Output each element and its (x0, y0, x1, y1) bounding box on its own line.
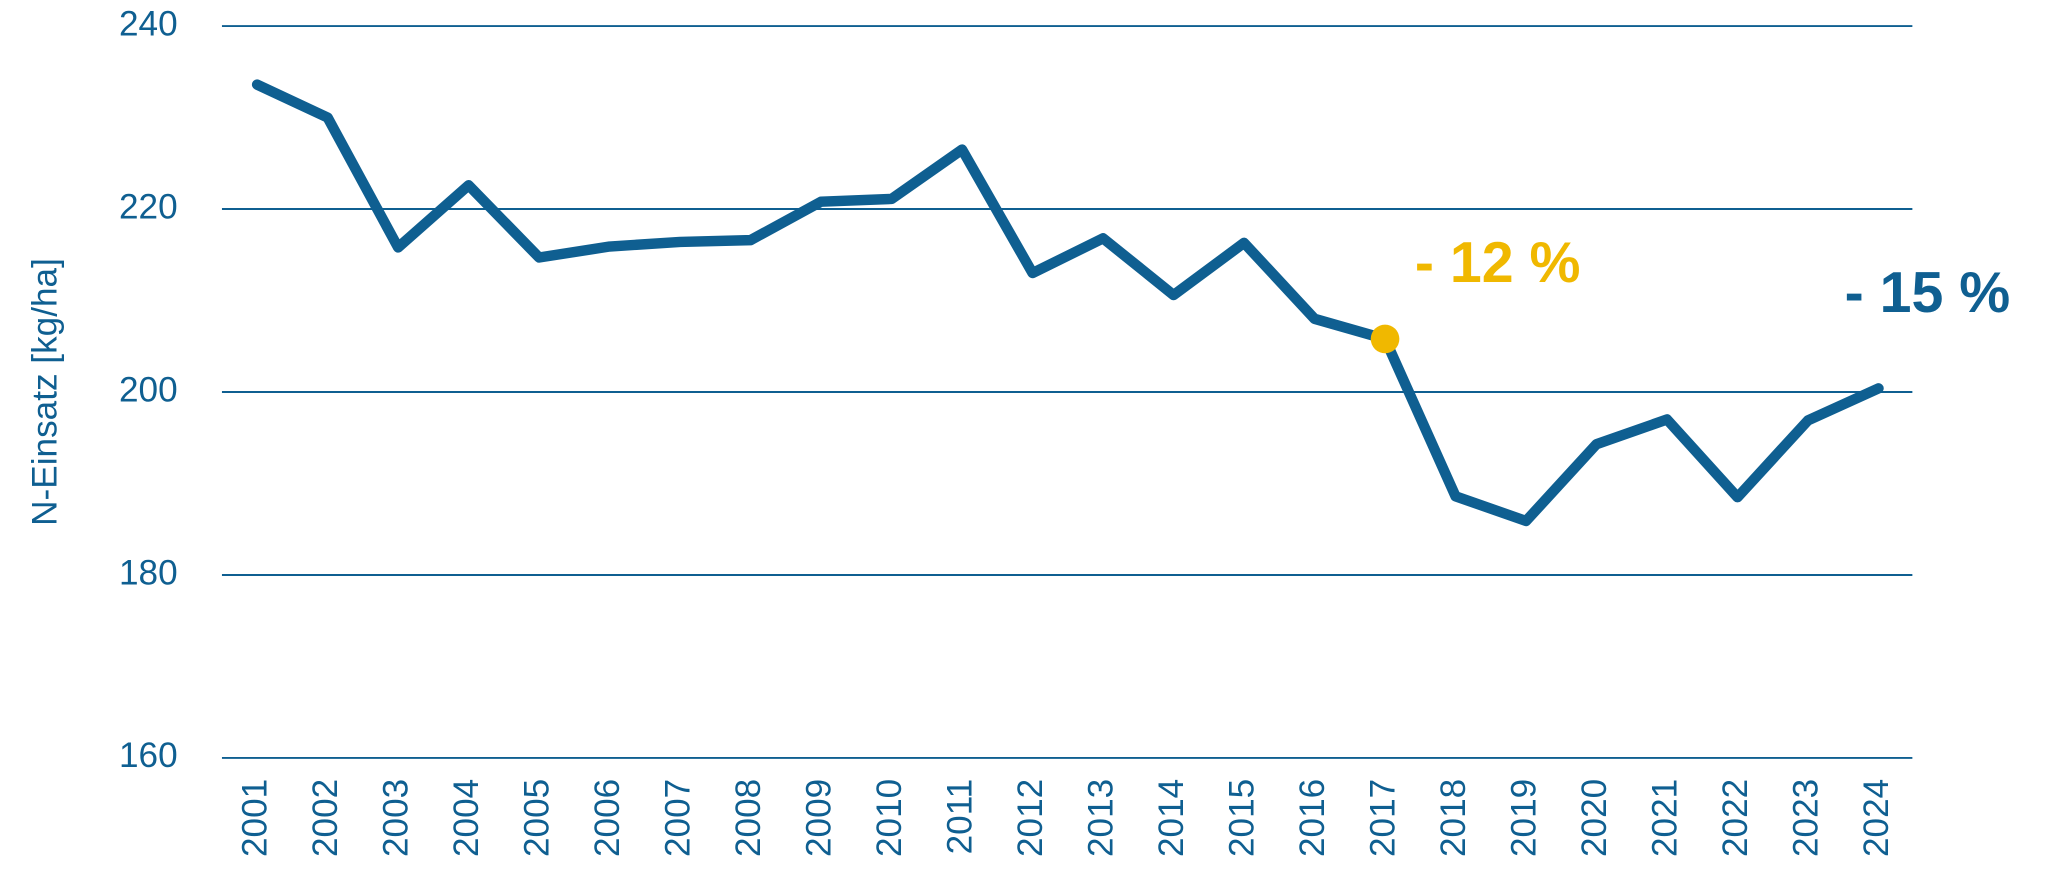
x-tick-label: 2007 (658, 779, 697, 857)
x-tick-label: 2005 (517, 779, 556, 857)
x-tick-label: 2015 (1222, 779, 1261, 857)
y-tick-label: 240 (119, 4, 178, 43)
x-tick-label: 2021 (1645, 779, 1684, 857)
x-tick-label: 2020 (1575, 779, 1614, 857)
data-line (251, 79, 1884, 527)
annotation: - 15 % (1845, 261, 2011, 325)
y-axis-label: N-Einsatz [kg/ha] (26, 258, 65, 526)
x-tick-label: 2003 (376, 779, 415, 857)
x-tick-label: 2019 (1504, 779, 1543, 857)
x-tick-label: 2002 (306, 779, 345, 857)
y-tick-label: 180 (119, 553, 178, 592)
x-tick-label: 2024 (1857, 779, 1896, 857)
x-tick-label: 2011 (940, 779, 979, 855)
x-tick-label: 2009 (799, 779, 838, 857)
x-tick-label: 2016 (1293, 779, 1332, 857)
highlight-point (1370, 324, 1400, 354)
y-tick-label: 160 (119, 736, 178, 775)
x-tick-label: 2008 (729, 779, 768, 857)
y-tick-label: 200 (119, 370, 178, 409)
x-tick-label: 2014 (1152, 779, 1191, 857)
x-tick-label: 2023 (1786, 779, 1825, 857)
y-tick-label: 220 (119, 187, 178, 226)
x-tick-label: 2017 (1363, 779, 1402, 857)
x-tick-label: 2012 (1011, 779, 1050, 857)
x-tick-label: 2001 (235, 779, 274, 857)
x-tick-label: 2004 (447, 779, 486, 857)
annotation: - 12 % (1415, 231, 1581, 295)
x-tick-label: 2022 (1716, 779, 1755, 857)
x-tick-label: 2006 (588, 779, 627, 857)
x-tick-label: 2013 (1081, 779, 1120, 857)
x-tick-label: 2010 (870, 779, 909, 857)
x-tick-label: 2018 (1434, 779, 1473, 857)
